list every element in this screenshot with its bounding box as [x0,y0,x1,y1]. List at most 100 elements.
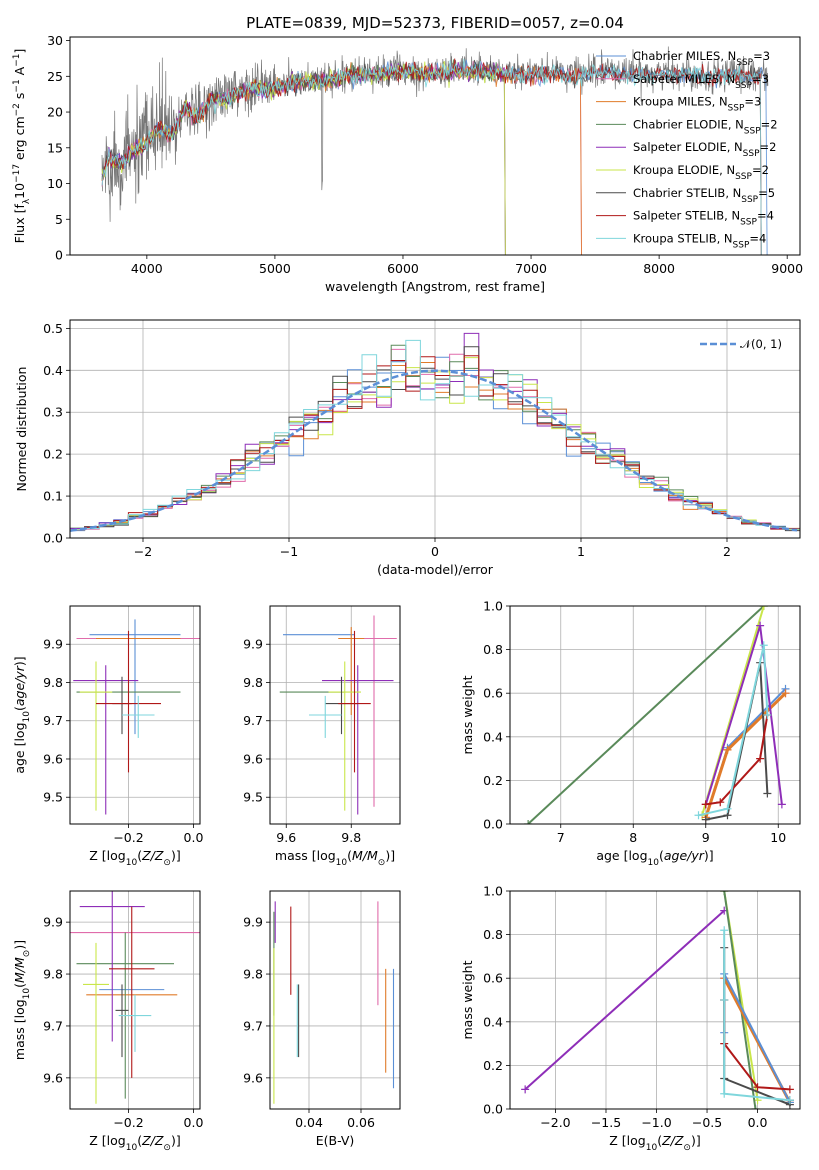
x-axis-label: Z [log10(Z/Z⊙)] [89,848,180,868]
weight-marker [701,815,710,824]
y-tick-label: 9.9 [243,915,263,930]
legend-entry: Salpeter ELODIE, NSSP=2 [633,140,776,159]
x-tick-label: −1.5 [591,1115,621,1130]
panel-weight_vs_age: 7 8 9 10 0.0 0.2 0.4 0.6 0.8 1.0 age [log10(age/yr… [460,599,801,868]
x-axis-label: age [log10(age/yr)] [596,848,713,868]
axes-frame [509,890,801,1110]
weight-line [723,891,757,1109]
weight-line [723,1000,790,1091]
y-tick-label: 0.8 [483,927,503,942]
x-tick-label: 5000 [259,261,291,276]
panel-spectrum: 4000 5000 6000 7000 8000 9000 0 5 10 15 20 25 30 wave… [12,33,803,294]
weight-marker [756,754,765,763]
x-tick-label: 0.0 [184,1115,204,1130]
weight-marker [751,1105,760,1109]
x-tick-label: 7000 [515,261,547,276]
y-tick-label: 25 [47,69,63,84]
y-tick-label: 20 [47,105,63,120]
x-tick-label: 9 [702,830,710,845]
weight-marker [720,996,729,1004]
plot-content [510,891,800,1109]
normal-curve [70,369,798,532]
weight-marker [723,804,732,813]
weight-marker [723,745,732,754]
weight-line [705,714,769,806]
legend: Chabrier MILES, NSSP=3 Salpeter MILES, NS… [596,49,778,250]
model-line [101,60,582,255]
weight-line [704,688,787,818]
y-tick-label: 9.5 [43,790,63,805]
model-line [101,62,582,255]
y-tick-label: 5 [55,212,63,227]
legend-entry: Kroupa STELIB, NSSP=4 [633,231,766,250]
weight-marker [785,1096,794,1105]
weight-marker [720,926,729,935]
plot-content [270,606,400,824]
weight-marker [701,800,710,809]
y-tick-label: 9.9 [43,915,63,930]
axes-frame [69,36,801,256]
x-tick-label: −1 [280,544,298,559]
x-axis-label: Z [log10(Z/Z⊙)] [89,1133,180,1153]
y-tick-label: 30 [47,33,63,48]
legend-entry: Salpeter MILES, NSSP=3 [633,72,769,91]
weight-marker [785,1085,794,1094]
y-tick-label: 9.6 [43,751,63,766]
y-tick-label: 0.2 [43,447,63,462]
x-tick-label: 4000 [131,261,163,276]
panel-age_vs_mass: 9.6 9.8 9.5 9.6 9.7 9.8 9.9 mass [log10(M/M⊙)] [243,605,401,868]
y-tick-label: 9.6 [243,1070,263,1085]
x-tick-label: 6000 [387,261,419,276]
weight-marker [524,820,533,824]
y-tick-label: 9.9 [43,637,63,652]
axes-frame [269,605,401,825]
panel-weight_vs_z: −2.0 −1.5 −1.0 −0.5 0.0 0.0 0.2 0.4 0.6 0.8 1.0 Z [… [460,884,801,1153]
x-axis-label: (data-model)/error [377,562,494,577]
panel-age_vs_z: −0.2 0.0 9.5 9.6 9.7 9.8 9.9 Z [log10(Z/Z⊙)] age… [12,605,203,868]
panel-mass_vs_z: −0.2 0.0 9.6 9.7 9.8 9.9 Z [log10(Z/Z⊙)] mass [… [12,890,204,1153]
y-tick-label: 0.2 [483,1058,503,1073]
x-axis-label: E(B-V) [316,1133,355,1148]
legend-entry: Salpeter STELIB, NSSP=4 [633,209,774,228]
y-tick-label: 0.8 [483,642,503,657]
x-tick-label: −2.0 [540,1115,570,1130]
axes-frame [509,605,801,825]
y-axis-label: Normed distribution [14,367,29,492]
weight-line [723,930,790,1102]
plot-content [101,46,769,255]
x-tick-label: 7 [557,830,565,845]
weight-line [698,644,769,817]
x-tick-label: −0.2 [113,1115,143,1130]
y-tick-label: 0.6 [483,686,503,701]
y-tick-label: 9.8 [43,675,63,690]
x-tick-label: 8000 [643,261,675,276]
x-tick-label: 1 [577,544,585,559]
weight-line [704,692,787,818]
model-line [101,59,768,255]
x-tick-label: 0.04 [295,1115,323,1130]
x-tick-label: 10 [770,830,786,845]
y-tick-label: 9.8 [243,967,263,982]
weight-line [527,606,765,824]
y-tick-label: 9.8 [243,675,263,690]
weight-marker [763,789,772,798]
y-tick-label: 0.3 [43,405,63,420]
y-tick-label: 10 [47,176,63,191]
legend-entry: Chabrier STELIB, NSSP=5 [633,186,775,205]
weight-line [524,909,725,1091]
y-tick-label: 9.6 [43,1070,63,1085]
x-tick-label: −2 [134,544,152,559]
weight-line [704,692,787,818]
y-tick-label: 9.7 [243,1018,263,1033]
y-tick-label: 0.6 [483,971,503,986]
y-tick-label: 9.7 [243,713,263,728]
y-tick-label: 1.0 [483,599,503,614]
axes-frame [69,319,801,539]
y-tick-label: 0.0 [43,531,63,546]
x-tick-label: 8 [629,830,637,845]
plot-content [70,891,200,1109]
y-tick-label: 9.5 [243,790,263,805]
x-tick-label: 0 [431,544,439,559]
y-tick-label: 0.0 [483,817,503,832]
